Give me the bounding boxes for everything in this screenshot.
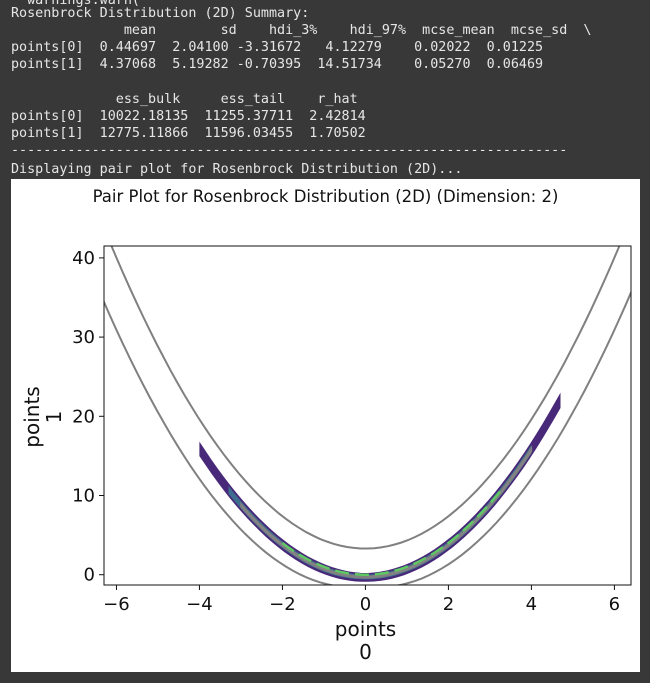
console-line-displaying: Displaying pair plot for Rosenbrock Dist… [11,162,463,177]
y-tick: 40 [72,248,104,269]
kde-density-inner [240,445,533,579]
console-output: warnings.warn( Rosenbrock Distribution (… [0,0,650,180]
x-tick-label: −4 [186,594,213,615]
x-tick: −6 [103,585,130,615]
y-tick: 10 [72,485,104,506]
console-line-separator: ----------------------------------------… [11,143,568,158]
x-tick-label: 4 [526,594,537,615]
y-axis-label-line1: points [20,386,44,447]
outer-contour-upper [110,246,621,550]
x-tick: 6 [609,585,620,615]
x-tick: −4 [186,585,213,615]
outer-contour-lower [104,290,631,585]
contour-group [104,246,631,585]
y-axis-label-line2: 1 [42,411,66,424]
x-tick: −2 [269,585,296,615]
x-axis-label-line2: 0 [359,640,372,664]
y-tick: 30 [72,327,104,348]
y-tick: 0 [84,565,104,586]
x-tick: 0 [360,585,371,615]
console-line-warning: warnings.warn( [11,0,140,8]
y-tick-label: 0 [84,565,95,586]
axes-frame [103,245,632,586]
console-line-row-points0: points[0] 0.44697 2.04100 -3.31672 4.122… [11,40,544,55]
x-tick-label: 0 [360,594,371,615]
x-tick: 4 [526,585,537,615]
console-line-row2-points1: points[1] 12775.11866 11596.03455 1.7050… [11,126,366,141]
x-tick: 2 [443,585,454,615]
y-tick: 20 [72,406,104,427]
x-axis-ticks: −6 −4 −2 0 2 4 6 [103,585,620,615]
console-line-header-2: ess_bulk ess_tail r_hat [11,92,358,107]
y-tick-label: 10 [72,485,95,506]
y-tick-label: 20 [72,406,95,427]
x-tick-label: 6 [609,594,620,615]
x-tick-label: −6 [103,594,130,615]
x-axis-label-line1: points [335,617,396,641]
console-line-row-points1: points[1] 4.37068 5.19282 -0.70395 14.51… [11,57,544,72]
console-line-row2-points0: points[0] 10022.18135 11255.37711 2.4281… [11,109,366,124]
x-tick-label: −2 [269,594,296,615]
y-tick-label: 30 [72,327,95,348]
x-tick-label: 2 [443,594,454,615]
console-line-summary-heading: Rosenbrock Distribution (2D) Summary: [11,6,310,21]
y-axis-ticks: 0 10 20 30 40 [72,248,104,586]
plot-title: Pair Plot for Rosenbrock Distribution (2… [92,187,559,206]
kde-density-core [281,487,504,576]
contour-layer [104,246,631,585]
console-line-header-1: mean sd hdi_3% hdi_97% mcse_mean mcse_sd… [11,23,592,38]
pair-plot-figure: Pair Plot for Rosenbrock Distribution (2… [11,179,640,672]
y-tick-label: 40 [72,248,95,269]
contour-chart: −6 −4 −2 0 2 4 6 0 10 20 30 40 points 0 points 1 [20,245,632,664]
